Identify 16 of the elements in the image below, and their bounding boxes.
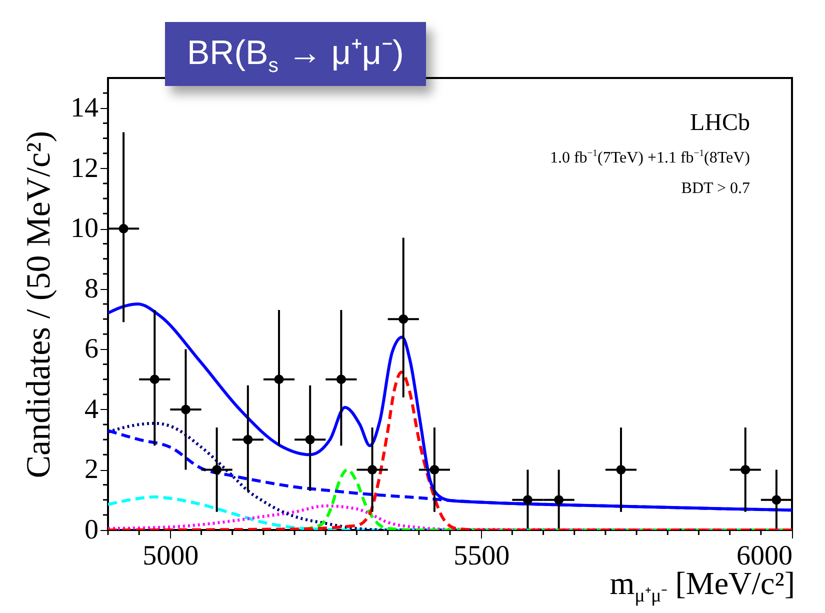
annotation: BDT > 0.7 xyxy=(681,180,750,198)
y-axis-title: Candidates / (50 MeV/c²) xyxy=(20,130,58,478)
annotation: 1.0 fb$^{−1}$(7TeV) +1.1 fb$^{−1}$(8TeV) xyxy=(550,148,750,168)
y-tick-label: 10 xyxy=(70,213,98,244)
y-tick-label: 8 xyxy=(84,273,98,304)
y-tick-label: 2 xyxy=(84,454,98,486)
y-tick-label: 12 xyxy=(70,152,98,184)
y-tick-label: 6 xyxy=(84,334,98,365)
line-series xyxy=(108,370,792,530)
chart-title: BR(B$_{s}$ → μ⁺μ⁻) xyxy=(165,22,426,86)
x-tick-label: 5500 xyxy=(454,540,510,572)
annotation: LHCb xyxy=(690,110,750,137)
x-tick-label: 5000 xyxy=(142,540,199,572)
y-tick-label: 0 xyxy=(84,514,98,546)
y-tick-label: 4 xyxy=(84,394,98,425)
y-tick-label: 14 xyxy=(70,92,98,124)
